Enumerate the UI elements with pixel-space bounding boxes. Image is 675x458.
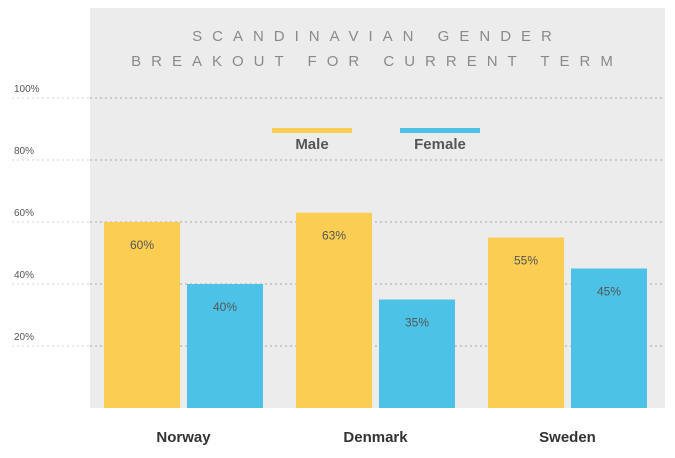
data-label: 55%	[514, 254, 538, 268]
chart-title-line-1: SCANDINAVIAN GENDER	[192, 28, 562, 45]
legend-swatch-male	[272, 128, 352, 133]
legend-label-male: Male	[295, 136, 328, 153]
x-axis-ticks: Norway Denmark Sweden	[156, 429, 595, 446]
data-label: 60%	[130, 238, 154, 252]
legend-swatch-female	[400, 128, 480, 133]
y-tick-label: 80%	[14, 146, 34, 157]
data-label: 45%	[597, 285, 621, 299]
x-tick-label: Norway	[156, 429, 211, 446]
bar-male-sweden	[488, 237, 564, 408]
data-labels: 60% 40% 63% 35% 55% 45%	[130, 229, 621, 330]
y-axis-ticks: 20% 40% 60% 80% 100%	[14, 84, 40, 343]
data-label: 40%	[213, 300, 237, 314]
bar-female-denmark	[379, 299, 455, 408]
legend-label-female: Female	[414, 136, 466, 153]
y-tick-label: 20%	[14, 332, 34, 343]
bar-male-norway	[104, 222, 180, 408]
bar-male-denmark	[296, 212, 372, 408]
plot-background	[90, 8, 665, 408]
y-tick-label: 100%	[14, 84, 40, 95]
data-label: 63%	[322, 229, 346, 243]
legend: Male Female	[272, 128, 480, 153]
bars	[104, 212, 647, 408]
y-tick-label: 60%	[14, 208, 34, 219]
x-tick-label: Sweden	[539, 429, 596, 446]
gridlines	[12, 97, 665, 347]
x-tick-label: Denmark	[343, 429, 408, 446]
bar-female-sweden	[571, 268, 647, 408]
data-label: 35%	[405, 316, 429, 330]
y-tick-label: 40%	[14, 270, 34, 281]
chart-title-line-2: BREAKOUT FOR CURRENT TERM	[131, 53, 623, 70]
bar-female-norway	[187, 284, 263, 408]
